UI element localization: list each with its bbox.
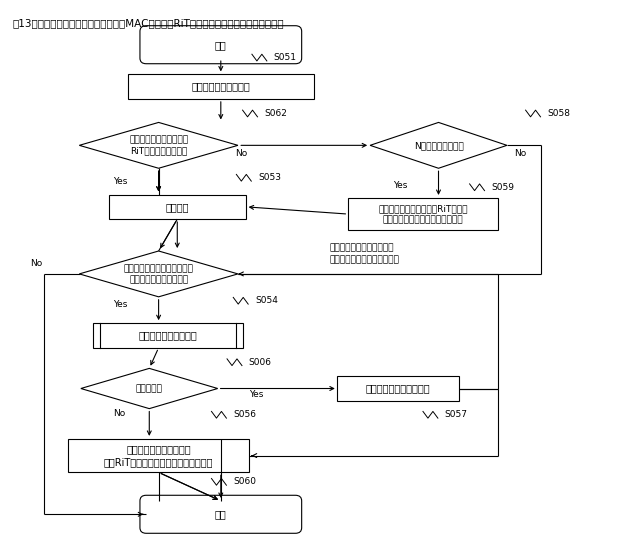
Text: 所望のランク端末からの
次のRiT受信タイミングにイベント設定: 所望のランク端末からの 次のRiT受信タイミングにイベント設定 (104, 444, 213, 467)
Polygon shape (370, 122, 507, 168)
Text: S059: S059 (491, 183, 514, 192)
Text: 所望のランク端末からの
RiTリクエスト受信？: 所望のランク端末からの RiTリクエスト受信？ (129, 135, 188, 155)
Text: S062: S062 (264, 109, 287, 118)
Text: S056: S056 (233, 410, 256, 419)
Text: Yes: Yes (249, 390, 264, 399)
Polygon shape (80, 122, 238, 168)
Text: データ送信シーケンス: データ送信シーケンス (139, 330, 197, 340)
Text: No: No (113, 409, 126, 418)
Bar (348, 198, 498, 230)
Text: Yes: Yes (113, 300, 128, 309)
Bar (337, 376, 459, 401)
Text: S054: S054 (255, 296, 278, 305)
Text: 所望のランク端末からのRiTリクエ
スト信号を受信するまで受信待受: 所望のランク端末からのRiTリクエ スト信号を受信するまで受信待受 (378, 204, 468, 224)
Text: S051: S051 (274, 53, 297, 62)
Text: No: No (30, 259, 42, 268)
Text: No: No (514, 149, 527, 158)
Bar (93, 323, 243, 348)
Text: S058: S058 (547, 109, 570, 118)
Polygon shape (80, 251, 238, 297)
Bar (128, 74, 314, 99)
Text: S060: S060 (233, 477, 256, 486)
Text: 上りバッファからクリア: 上りバッファからクリア (366, 383, 430, 394)
Text: N回連続受信失敗？: N回連続受信失敗？ (414, 141, 463, 150)
Text: 図13　ネットワーク接続状態におけるMAC制御部のRiTリクエスト受信イベント時動作例: 図13 ネットワーク接続状態におけるMAC制御部のRiTリクエスト受信イベント時… (12, 18, 284, 28)
Text: ～定時間受信待ち受け: ～定時間受信待ち受け (192, 82, 250, 92)
Text: 終了: 終了 (215, 509, 226, 519)
Text: No: No (235, 149, 248, 158)
Text: S006: S006 (249, 358, 272, 367)
Text: S053: S053 (258, 173, 281, 182)
Text: Yes: Yes (392, 181, 407, 190)
Polygon shape (81, 368, 218, 409)
Bar (109, 195, 246, 219)
Text: S057: S057 (445, 410, 468, 419)
Text: ＊タイムアウトした場合は
　ネットワーク未接続状態へ: ＊タイムアウトした場合は ネットワーク未接続状態へ (330, 243, 399, 264)
FancyBboxPatch shape (140, 495, 302, 533)
Text: Yes: Yes (113, 177, 128, 186)
Text: 開始: 開始 (215, 40, 226, 50)
Text: 同期処理: 同期処理 (165, 202, 189, 212)
Text: 送信成功？: 送信成功？ (136, 384, 163, 393)
FancyBboxPatch shape (140, 26, 302, 64)
Bar (68, 439, 249, 472)
Text: 上りバッファに受信元ランク
への送信データが存在？: 上りバッファに受信元ランク への送信データが存在？ (124, 264, 193, 284)
